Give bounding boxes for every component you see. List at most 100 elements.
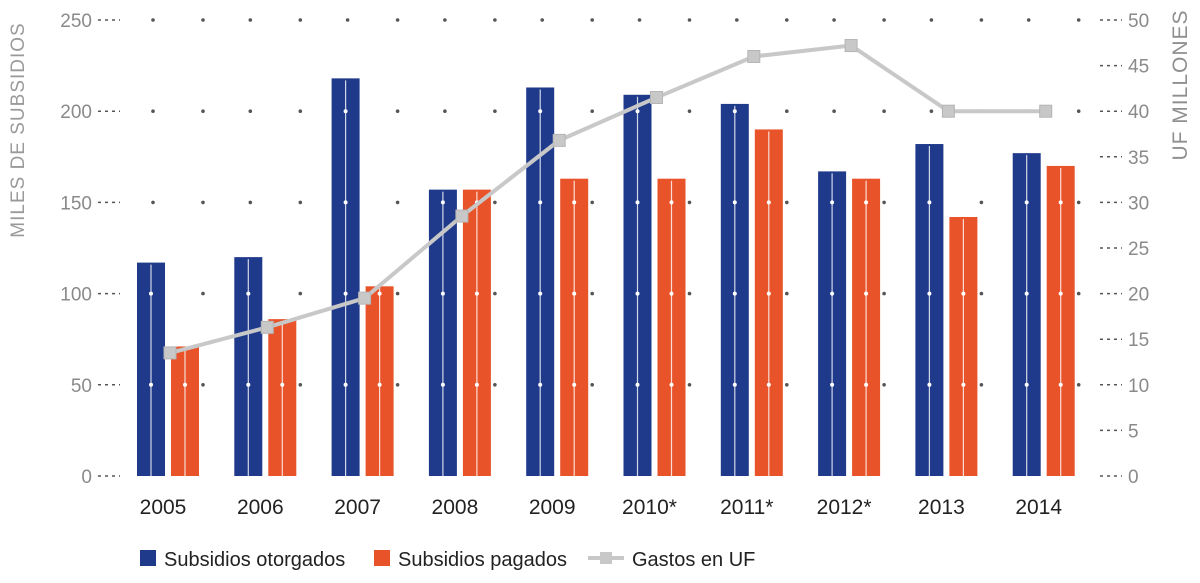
- gastos-en-uf-point: [163, 346, 177, 360]
- bar-grid-dot: [538, 109, 543, 114]
- grid-dot: [201, 291, 205, 296]
- bar-grid-dot: [669, 200, 674, 205]
- grid-dot: [590, 383, 594, 387]
- bar-grid-dot: [732, 291, 737, 296]
- bar-grid-dot: [474, 382, 479, 387]
- x-tick-label: 2010*: [622, 496, 677, 519]
- grid-dot: [395, 200, 400, 205]
- grid-dot: [248, 200, 253, 205]
- right-tick-label: 40: [1128, 102, 1149, 123]
- grid-dot: [590, 291, 594, 296]
- bar-grid-dot: [732, 382, 737, 387]
- bar-grid-dot: [830, 200, 835, 205]
- grid-dot: [687, 109, 692, 113]
- x-tick-label: 2014: [1015, 496, 1062, 519]
- grid-dot: [248, 109, 253, 113]
- bar-grid-dot: [961, 382, 966, 387]
- grid-dot: [298, 383, 303, 387]
- bar-grid-dot: [635, 382, 640, 387]
- grid-dot: [201, 18, 205, 22]
- bar-grid-dot: [149, 382, 153, 387]
- bar-grid-dot: [732, 109, 737, 114]
- grid-dot: [298, 18, 303, 22]
- legend-label-otorgados: Subsidios otorgados: [164, 549, 345, 571]
- x-tick-label: 2013: [918, 496, 965, 519]
- grid-dot: [395, 18, 400, 22]
- right-axis: 0 5 10 15 20 25 30 35 40 45 50: [1100, 11, 1149, 488]
- x-axis: 2005 2006 2007 2008 2009 2010* 2011* 2012* 2013 2…: [140, 496, 1063, 519]
- right-tick-label: 5: [1128, 421, 1139, 442]
- bar-grid-dot: [635, 109, 640, 114]
- legend-swatch-otorgados: [140, 550, 156, 566]
- grid-dot: [687, 18, 692, 22]
- bar-grid-dot: [1058, 200, 1063, 205]
- grid-dot: [1076, 109, 1081, 113]
- bar-grid-dot: [766, 382, 771, 387]
- right-tick-label: 35: [1128, 148, 1149, 169]
- bar-grid-dot: [1058, 291, 1063, 296]
- grid-dot: [882, 109, 886, 113]
- grid-dot: [151, 109, 155, 113]
- bars: [137, 78, 1075, 477]
- bar-grid-dot: [183, 382, 187, 387]
- grid-dot: [151, 18, 155, 22]
- bar-grid-dot: [635, 200, 640, 205]
- grid-dot: [785, 383, 789, 387]
- grid-dot: [882, 383, 886, 387]
- left-axis: 0 50 100 150 200 250: [60, 11, 120, 488]
- grid-dot: [1076, 383, 1081, 387]
- grid-dot: [785, 109, 789, 113]
- grid-dot: [687, 291, 692, 296]
- gastos-en-uf-point: [844, 39, 858, 53]
- grid-dot: [979, 383, 984, 387]
- gastos-en-uf-point: [941, 104, 955, 118]
- grid-dot: [395, 383, 400, 387]
- grid-dot: [687, 383, 692, 387]
- bar-grid-dot: [149, 291, 153, 296]
- bar-grid-dot: [927, 291, 932, 296]
- bar-grid-dot: [440, 291, 445, 296]
- bar-grid-dot: [1058, 382, 1063, 387]
- bar-grid-dot: [669, 291, 674, 296]
- grid-dot: [201, 200, 205, 205]
- gastos-en-uf-point: [1039, 104, 1053, 118]
- grid-dot: [493, 291, 497, 296]
- bar-grid-dot: [343, 200, 348, 205]
- bar-grid-dot: [343, 291, 348, 296]
- bar-grid-dot: [766, 291, 771, 296]
- bar-grid-dot: [635, 291, 640, 296]
- legend-label-gastos: Gastos en UF: [632, 549, 755, 571]
- right-tick-label: 25: [1128, 239, 1149, 260]
- grid-dot: [201, 109, 205, 113]
- right-tick-label: 10: [1128, 376, 1149, 397]
- right-tick-label: 20: [1128, 285, 1149, 306]
- legend: Subsidios otorgados Subsidios pagados Gast…: [140, 549, 755, 571]
- grid-dot: [151, 200, 155, 205]
- bar-grid-dot: [1024, 200, 1029, 205]
- bar-grid-dot: [864, 200, 869, 205]
- legend-label-pagados: Subsidios pagados: [398, 549, 567, 571]
- grid-dot: [298, 291, 303, 296]
- grid-dot: [735, 18, 739, 22]
- bar-grid-dot: [538, 200, 543, 205]
- grid-dot: [979, 18, 984, 22]
- gastos-line: [163, 39, 1053, 360]
- grid-dot: [1076, 291, 1081, 296]
- grid-dot: [395, 291, 400, 296]
- left-tick-label: 100: [60, 285, 92, 306]
- bar-grid-dot: [572, 291, 577, 296]
- grid-dot: [443, 18, 447, 22]
- bar-grid-dot: [927, 382, 932, 387]
- bar-grid-dot: [830, 291, 835, 296]
- grid-dot: [1076, 200, 1081, 205]
- x-tick-label: 2009: [529, 496, 576, 519]
- legend-swatch-gastos-marker: [600, 552, 612, 564]
- legend-swatch-pagados: [374, 550, 390, 566]
- gastos-en-uf-point: [358, 291, 372, 305]
- bar-grid-dot: [1024, 382, 1029, 387]
- grid-dot: [493, 200, 497, 205]
- x-tick-label: 2012*: [817, 496, 872, 519]
- bar-grid-dot: [377, 291, 382, 296]
- grid-dot: [882, 200, 886, 205]
- grid-dot: [298, 109, 303, 113]
